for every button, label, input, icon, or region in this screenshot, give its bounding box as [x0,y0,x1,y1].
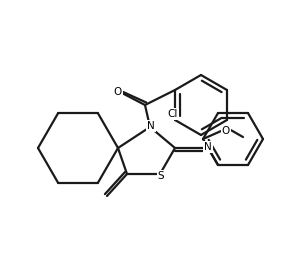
Text: N: N [147,121,155,131]
Text: O: O [114,87,122,97]
Text: N: N [204,142,212,152]
Text: Cl: Cl [168,109,178,119]
Text: S: S [158,171,164,181]
Text: O: O [222,126,230,136]
